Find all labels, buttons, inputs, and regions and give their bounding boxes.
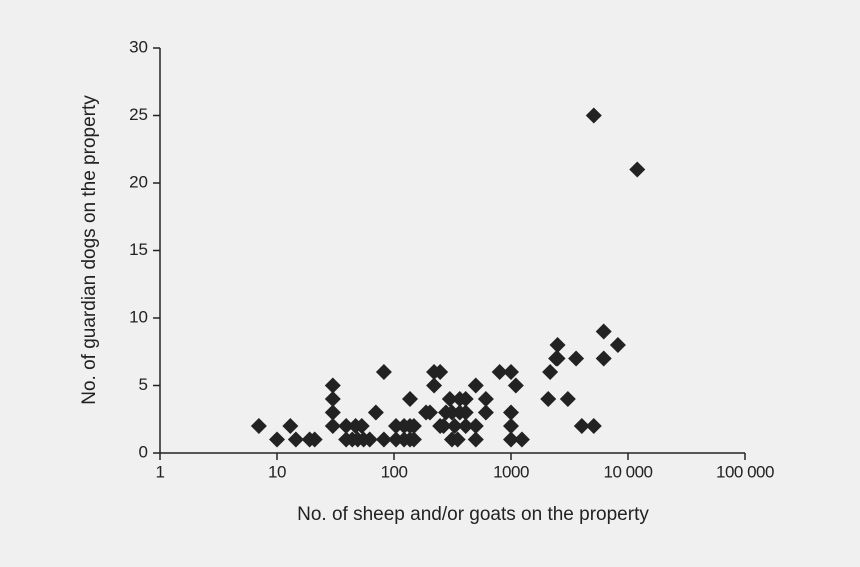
point	[491, 364, 508, 380]
x-tick-label: 1000	[493, 462, 529, 481]
point	[540, 391, 557, 407]
point	[507, 377, 524, 394]
x-axis-label: No. of sheep and/or goats on the propert…	[297, 504, 649, 525]
point	[585, 418, 602, 434]
point	[585, 107, 602, 124]
point	[282, 418, 299, 434]
point	[375, 431, 392, 448]
y-tick-label: 10	[129, 307, 148, 326]
point	[432, 364, 449, 380]
point	[387, 418, 404, 434]
point	[324, 418, 341, 434]
point	[629, 161, 646, 178]
x-tick-label: 10 000	[604, 462, 653, 481]
point	[568, 350, 585, 367]
point	[446, 418, 463, 434]
point	[457, 391, 474, 407]
point	[467, 418, 484, 434]
point	[503, 364, 519, 380]
point	[573, 418, 590, 434]
point	[353, 418, 370, 434]
x-tick-label: 100	[381, 462, 408, 481]
point	[441, 391, 458, 407]
point	[426, 377, 443, 394]
point	[324, 404, 341, 421]
point	[324, 377, 341, 394]
point	[609, 337, 626, 353]
y-tick-label: 15	[129, 240, 148, 259]
point	[595, 350, 612, 367]
y-tick-label: 30	[129, 37, 148, 56]
y-axis-label: No. of guardian dogs on the property	[79, 95, 100, 405]
point	[367, 404, 384, 421]
point	[405, 431, 422, 448]
point	[375, 364, 392, 380]
point	[306, 431, 323, 448]
point	[503, 418, 519, 434]
y-tick-label: 5	[139, 375, 148, 394]
y-tick-label: 0	[139, 442, 148, 461]
point	[477, 391, 494, 407]
point	[503, 404, 519, 421]
point	[549, 350, 566, 367]
point	[401, 391, 418, 407]
point	[457, 418, 474, 434]
point	[269, 431, 285, 448]
point	[559, 391, 576, 407]
point	[421, 404, 438, 421]
point	[477, 404, 494, 421]
point	[387, 431, 404, 448]
point	[542, 364, 559, 380]
y-tick-label: 25	[129, 105, 148, 124]
point	[467, 377, 484, 394]
point	[324, 391, 341, 407]
x-tick-label: 100 000	[716, 462, 774, 481]
point	[503, 431, 519, 448]
point	[549, 337, 566, 353]
point	[361, 431, 378, 448]
point	[250, 418, 267, 434]
point	[287, 431, 304, 448]
x-tick-label: 10	[268, 462, 286, 481]
point	[457, 404, 474, 421]
point	[513, 431, 530, 448]
point	[405, 418, 422, 434]
point	[467, 431, 484, 448]
point	[435, 418, 452, 434]
x-tick-label: 1	[156, 462, 165, 481]
point	[595, 323, 612, 340]
point	[449, 431, 466, 448]
point	[338, 418, 355, 434]
y-tick-label: 20	[129, 172, 148, 191]
